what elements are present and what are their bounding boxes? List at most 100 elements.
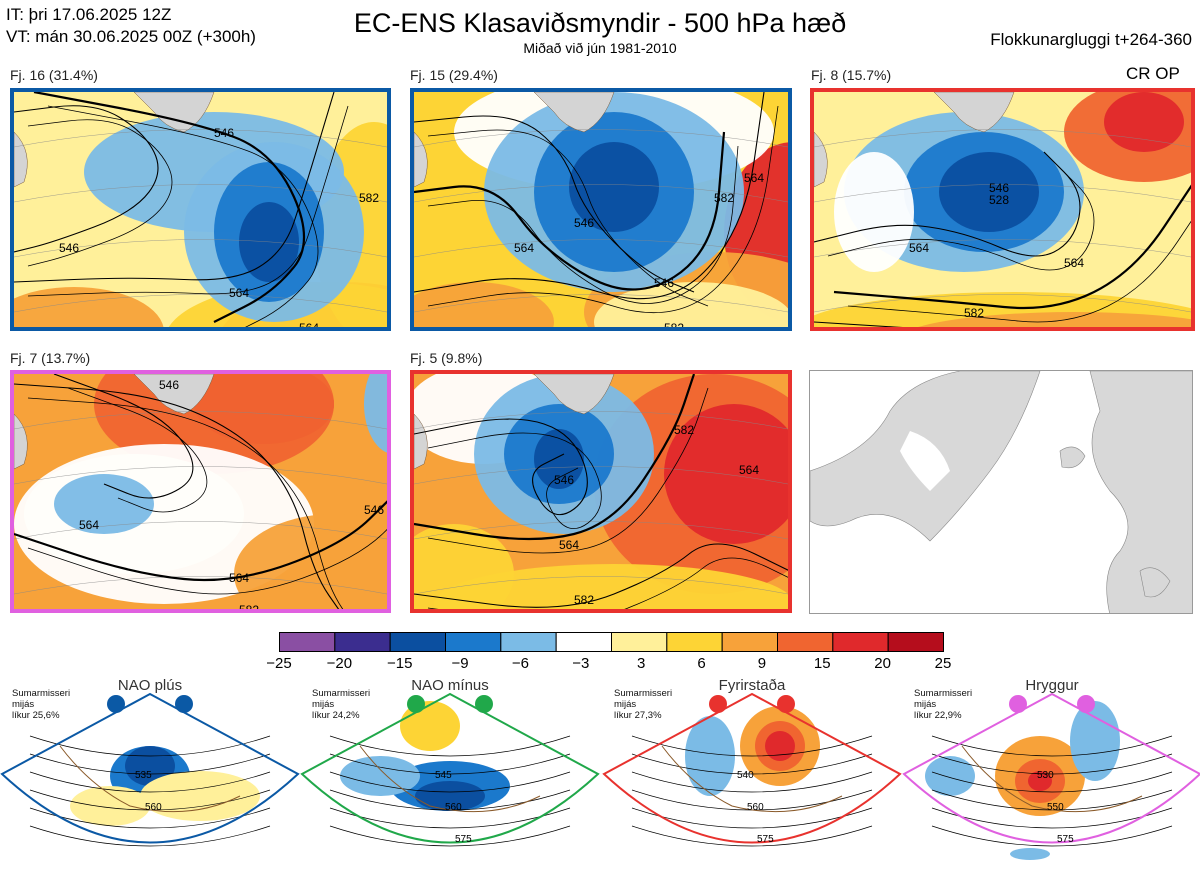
regime-marker-dot [475,695,493,713]
panel-label-3: Fj. 8 (15.7%) [811,67,892,83]
contour-label: 582 [664,321,684,327]
height-contour [427,105,779,314]
regime-anomaly [1010,848,1050,860]
anomaly-shading [664,404,788,544]
page-subtitle: Miðað við jún 1981-2010 [523,40,677,56]
anomaly-shading [54,474,154,534]
anomaly-shading [1104,92,1184,152]
land-mass [933,92,1015,133]
contour-label: 546 [574,216,594,230]
classification-window: Flokkunargluggi t+264-360 [990,30,1192,49]
cluster-map-3: 564 582 564 546 528 [810,88,1195,331]
valid-time: VT: mán 30.06.2025 00Z (+300h) [6,27,256,46]
regime-anomaly [685,716,735,796]
regime-contour [329,771,571,793]
contour-label: 546 [214,126,234,140]
regime-contour [29,825,271,847]
colorbar-swatch [279,632,336,652]
regime-anomaly [1070,701,1120,781]
height-contour [847,220,1191,323]
regime-contour [931,753,1173,775]
regime-marker-dot [175,695,193,713]
land-mass [14,131,28,188]
contour-label: 546 [364,503,384,517]
regime-name: NAO plús [117,677,183,694]
regime-marker-dot [1009,695,1027,713]
regime-info-line: líkur 22,9% [914,710,962,721]
graticule-line [414,466,788,485]
regime-contour [931,771,1173,793]
regime-contour-label: 535 [135,770,152,781]
regime-contour-label: 540 [737,770,754,781]
colorbar-tick-label: −15 [386,655,413,672]
contour-label: 564 [909,241,929,255]
colorbar-tick-label: −9 [451,655,469,672]
regime-anomaly [765,731,795,761]
cluster-map-svg: 546 564 564 546 582 [14,374,387,609]
height-contour [827,165,1095,271]
graticule-line [14,184,387,203]
colorbar-swatch [887,632,944,652]
panel-label-4: Fj. 7 (13.7%) [10,350,91,366]
colorbar-tick-label: −25 [266,655,292,672]
colorbar-tick-label: −6 [511,655,530,672]
height-contour [33,92,305,323]
graticule-line [814,184,1191,203]
graticule-line [14,411,387,430]
contour-label: 546 [654,276,674,290]
regime-marker-dot [777,695,795,713]
regime-info-line: Sumarmisseri [614,688,673,699]
colorbar-swatch [666,632,723,652]
contour-label: 582 [359,191,379,205]
regime-info-line: líkur 25,6% [12,710,60,721]
anomaly-shading [234,514,387,609]
regime-contour-label: 530 [1037,770,1054,781]
regime-contour [631,825,873,847]
colorbar-swatch [832,632,889,652]
graticule-line [414,294,788,313]
colorbar-tick-label: 9 [757,655,767,672]
base-map [809,370,1193,614]
regime-marker-dot [407,695,425,713]
anomaly-shading [834,152,914,272]
coastline [661,745,843,813]
height-contour [427,145,739,304]
panel-label-2: Fj. 15 (29.4%) [410,67,498,83]
coastline [359,745,541,813]
height-contour [414,374,696,541]
regime-info: Sumarmisseri mijás líkur 22,9% [914,688,972,721]
regime-contour-label: 550 [1047,802,1064,813]
base-map-land [810,371,1192,613]
graticule-line [14,466,387,485]
regime-anomaly [140,771,260,821]
regime-contour [329,735,571,757]
height-contour [47,105,319,327]
height-contour [27,397,344,609]
regime-info-line: Sumarmisseri [914,688,973,699]
regime-contour-label: 560 [747,802,764,813]
panel-label-5: Fj. 5 (9.8%) [410,350,483,366]
contour-label: 564 [79,518,99,532]
coastline [59,745,241,813]
height-contour [27,529,387,595]
regime-contour-label: 575 [757,834,774,845]
contour-label: 582 [964,306,984,320]
contour-label: 582 [239,603,259,609]
anomaly-shading [364,374,387,453]
land-mass [414,413,428,470]
regime-anomaly [70,786,150,826]
colorbar-tick-label: 25 [934,655,952,672]
regime-info-line: Sumarmisseri [12,688,71,699]
contour-label: 564 [744,171,764,185]
colorbar [279,632,944,652]
graticule-line [814,129,1191,148]
regime-contour [631,735,873,757]
colorbar-swatch [777,632,834,652]
regime-contour-label: 545 [435,770,452,781]
contour-label: 546 [989,181,1009,195]
regime-marker-dot [107,695,125,713]
land-mass [533,374,615,415]
colorbar-swatch [555,632,612,652]
anomaly-shading [14,287,164,327]
height-contour [27,119,173,267]
